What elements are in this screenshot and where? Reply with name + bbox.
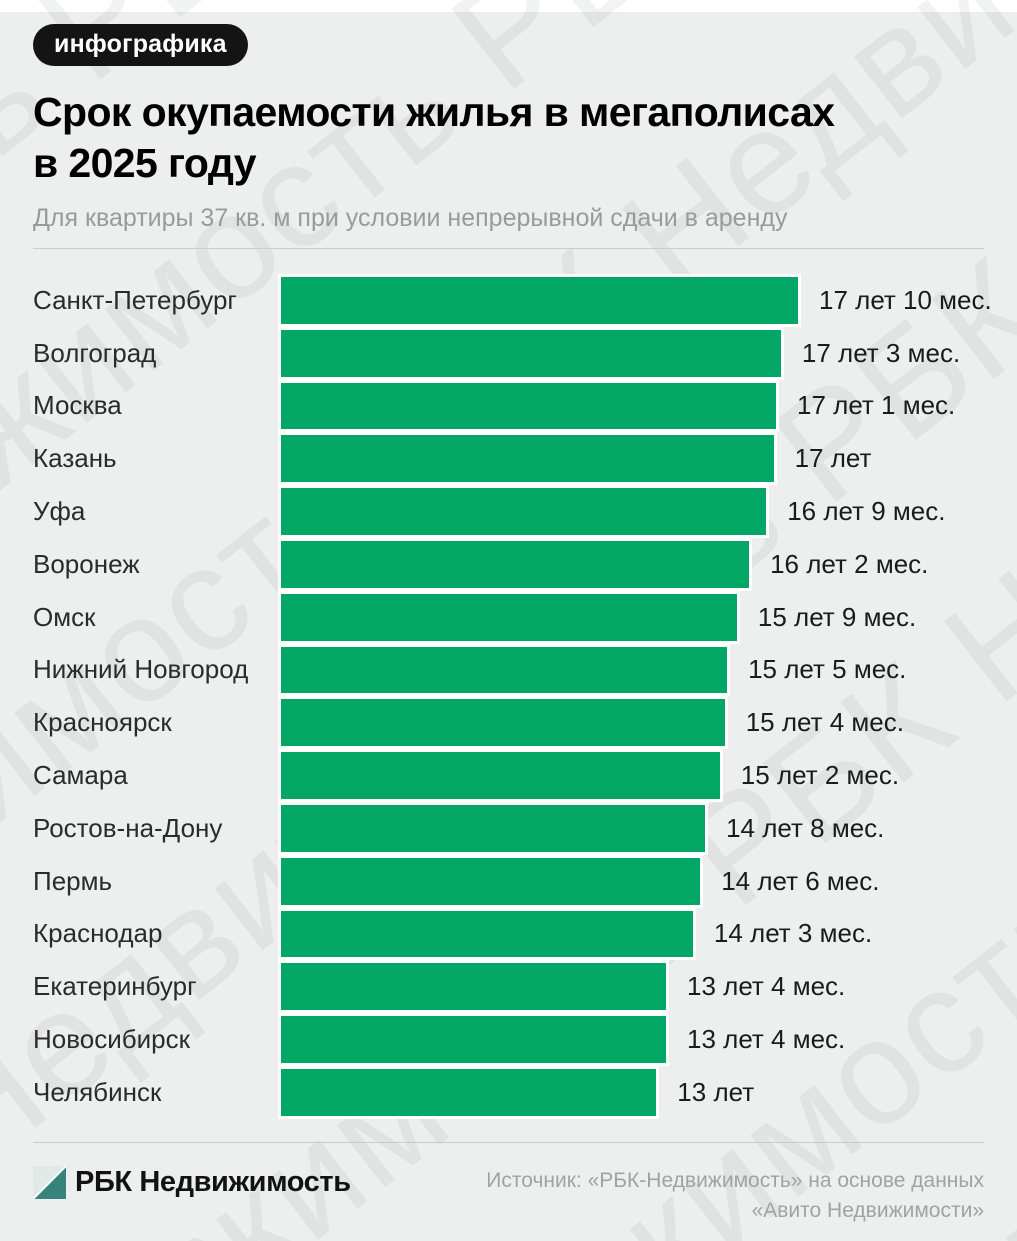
- bar-row: Волгоград 17 лет 3 мес.: [33, 326, 984, 380]
- source-note: Источник: «РБК-Недвижимость» на основе д…: [486, 1166, 984, 1226]
- value-label: 15 лет 9 мес.: [757, 601, 917, 632]
- value-label: 14 лет 6 мес.: [721, 865, 880, 896]
- source-line1: Источник: «РБК-Недвижимость» на основе д…: [486, 1169, 984, 1192]
- rbc-logo-icon: [33, 1166, 66, 1199]
- city-label: Москва: [33, 390, 122, 421]
- bar: [278, 326, 784, 380]
- city-label: Омск: [33, 601, 96, 632]
- rbc-logo-text: РБК Недвижимость: [75, 1166, 351, 1198]
- bar: [278, 960, 669, 1014]
- value-label: 17 лет 10 мес.: [819, 284, 992, 315]
- bar-row: Ростов-на-Дону 14 лет 8 мес.: [33, 801, 984, 855]
- bar-row: Новосибирск 13 лет 4 мес.: [33, 1013, 984, 1066]
- city-label: Екатеринбург: [33, 971, 197, 1002]
- city-label: Красноярск: [33, 707, 172, 738]
- value-label: 15 лет 2 мес.: [740, 760, 900, 791]
- city-label: Ростов-на-Дону: [33, 812, 223, 843]
- content: инфографика Срок окупаемости жилья в мег…: [0, 12, 1017, 1119]
- page-title-line2: в 2025 году: [33, 140, 257, 186]
- bar-row: Самара 15 лет 2 мес.: [33, 749, 984, 802]
- city-label: Санкт-Петербург: [33, 284, 237, 315]
- value-label: 13 лет: [677, 1076, 755, 1107]
- bar-row: Краснодар 14 лет 3 мес.: [33, 907, 984, 961]
- source-line2: «Авито Недвижимости»: [751, 1199, 984, 1222]
- value-label: 17 лет 3 мес.: [801, 337, 961, 368]
- page-subtitle: Для квартиры 37 кв. м при условии непрер…: [33, 204, 788, 232]
- bar: [278, 274, 801, 327]
- bar-row: Челябинск 13 лет: [33, 1065, 984, 1119]
- bar-row: Казань 17 лет: [33, 432, 984, 486]
- value-label: 13 лет 4 мес.: [687, 971, 846, 1002]
- value-label: 17 лет 1 мес.: [797, 390, 956, 421]
- bar: [278, 485, 770, 538]
- bar-row: Нижний Новгород 15 лет 5 мес.: [33, 643, 984, 697]
- bar-row: Воронеж 16 лет 2 мес.: [33, 537, 984, 591]
- bar-row: Уфа 16 лет 9 мес.: [33, 485, 984, 538]
- bar: [278, 907, 696, 961]
- bar-row: Екатеринбург 13 лет 4 мес.: [33, 960, 984, 1014]
- value-label: 16 лет 2 мес.: [770, 548, 929, 579]
- city-label: Волгоград: [33, 337, 157, 368]
- city-label: Нижний Новгород: [33, 654, 249, 685]
- bar: [278, 749, 723, 802]
- bar: [278, 643, 731, 697]
- bar-row: Красноярск 15 лет 4 мес.: [33, 696, 984, 750]
- value-label: 15 лет 4 мес.: [745, 707, 904, 738]
- bar-chart: Санкт-Петербург 17 лет 10 мес. Волгоград 17…: [33, 274, 992, 1119]
- bar: [278, 696, 728, 750]
- bar-row: Омск 15 лет 9 мес.: [33, 590, 984, 644]
- city-label: Краснодар: [33, 918, 163, 949]
- bar: [278, 379, 779, 433]
- bar: [278, 854, 704, 908]
- value-label: 13 лет 4 мес.: [687, 1024, 846, 1055]
- city-label: Самара: [33, 760, 128, 791]
- rbc-logo: РБК Недвижимость: [33, 1166, 351, 1199]
- page-title-line1: Срок окупаемости жилья в мегаполисах: [33, 89, 835, 135]
- bar: [278, 537, 753, 591]
- city-label: Уфа: [33, 496, 86, 527]
- bar-row: Пермь 14 лет 6 мес.: [33, 854, 984, 908]
- top-margin: [0, 0, 1017, 12]
- city-label: Воронеж: [33, 548, 140, 579]
- city-label: Челябинск: [33, 1076, 162, 1107]
- value-label: 14 лет 8 мес.: [726, 812, 885, 843]
- bar: [278, 801, 709, 855]
- city-label: Казань: [33, 443, 117, 474]
- footer: РБК Недвижимость Источник: «РБК-Недвижим…: [33, 1142, 984, 1226]
- bar-row: Москва 17 лет 1 мес.: [33, 379, 984, 433]
- city-label: Пермь: [33, 865, 113, 896]
- value-label: 16 лет 9 мес.: [787, 496, 946, 527]
- bar: [278, 1013, 669, 1066]
- infographic-badge: инфографика: [33, 24, 248, 66]
- value-label: 17 лет: [794, 443, 872, 474]
- bar: [278, 432, 777, 486]
- bar-row: Санкт-Петербург 17 лет 10 мес.: [33, 274, 992, 327]
- value-label: 15 лет 5 мес.: [748, 654, 907, 685]
- top-divider: [33, 248, 984, 249]
- bar: [278, 1065, 660, 1119]
- value-label: 14 лет 3 мес.: [713, 918, 873, 949]
- page-title: Срок окупаемости жилья в мегаполисах в 2…: [33, 87, 984, 189]
- bar: [278, 590, 740, 644]
- city-label: Новосибирск: [33, 1024, 190, 1055]
